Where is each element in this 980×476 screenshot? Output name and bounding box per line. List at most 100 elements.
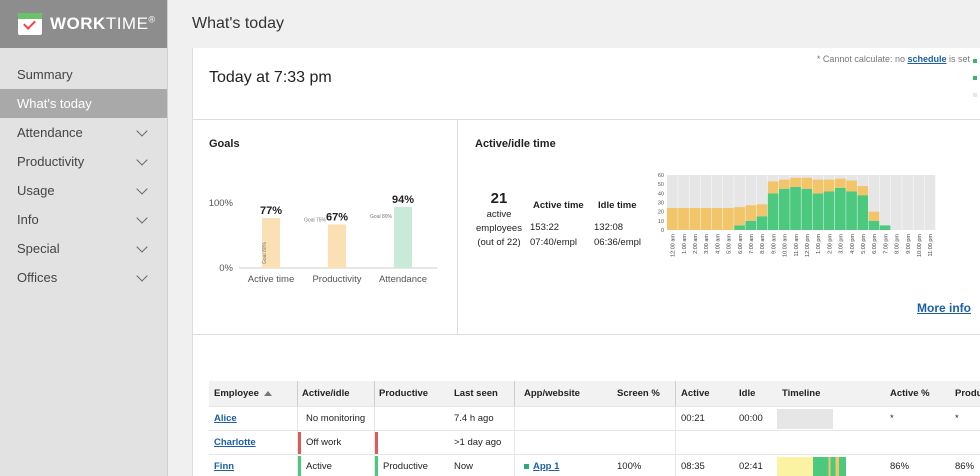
chart-x-tick: 7:00 pm: [883, 234, 889, 254]
table-row[interactable]: Finn Active Productive Now App 1 100% 08:35 02:…: [209, 455, 980, 476]
chart-y-tick: 10: [658, 219, 664, 225]
chart-x-tick: 12:00 am: [671, 234, 677, 257]
cell-employee[interactable]: Alice: [214, 413, 237, 424]
sidebar-item-special[interactable]: Special: [0, 234, 167, 263]
column-header[interactable]: Timeline: [777, 381, 820, 406]
cell-employee[interactable]: Finn: [214, 461, 235, 472]
timeline-bar: [777, 409, 833, 429]
goals-y-tick: 0%: [219, 263, 233, 274]
chart-bar-active: [879, 225, 891, 230]
sidebar-item-productivity[interactable]: Productivity: [0, 147, 167, 176]
sidebar-item-label: Attendance: [17, 125, 83, 140]
column-header-label: Last seen: [454, 388, 498, 399]
goals-bar-value: 67%: [326, 211, 348, 223]
sidebar-item-summary[interactable]: Summary: [0, 60, 167, 89]
main-panel: Today at 7:33 pm * Cannot calculate: no …: [192, 48, 980, 476]
page-title: What's today: [192, 15, 284, 32]
goals-category-label: Attendance: [379, 274, 427, 285]
sidebar-item-usage[interactable]: Usage: [0, 176, 167, 205]
column-header[interactable]: Productive: [374, 381, 428, 406]
schedule-link[interactable]: schedule: [907, 54, 947, 64]
chart-x-tick: 1:00 pm: [816, 234, 822, 254]
goals-chart: 100% 0% 77% Goal 80% Active time 67%Goal 75% P…: [209, 194, 437, 285]
chart-x-tick: 3:00 am: [704, 234, 710, 254]
chart-y-tick: 50: [658, 182, 664, 188]
productive-indicator: [374, 432, 378, 454]
chart-bar-background: [902, 175, 913, 230]
cell-employee[interactable]: Charlotte: [214, 437, 256, 448]
chart-x-tick: 10:00 pm: [917, 234, 923, 257]
cell-idle: [734, 431, 739, 454]
column-separator: [675, 381, 676, 406]
sidebar-item-offices[interactable]: Offices: [0, 263, 167, 292]
active-employees-count: 21: [490, 190, 508, 207]
column-header-label: Active/idle: [302, 388, 350, 399]
sidebar-item-what-s-today[interactable]: What's today: [0, 89, 167, 118]
chart-x-tick: 11:00 pm: [928, 234, 934, 257]
cell-active: 08:35: [681, 461, 705, 472]
divider: [193, 119, 980, 120]
sidebar-item-attendance[interactable]: Attendance: [0, 118, 167, 147]
table-row[interactable]: Charlotte Off work >1 day ago: [209, 431, 980, 455]
sidebar-item-info[interactable]: Info: [0, 205, 167, 234]
cell-screen: [612, 431, 617, 454]
cell-productive: Productive: [383, 461, 428, 472]
chart-x-tick: 2:00 am: [693, 234, 699, 254]
column-header[interactable]: Active: [676, 381, 710, 406]
cell-idle: 00:00: [739, 413, 763, 424]
sidebar-item-label: What's today: [17, 96, 92, 111]
chart-bar-background: [756, 175, 768, 230]
chart-bar-background: [700, 175, 712, 230]
cell-active-idle: Off work: [306, 437, 342, 448]
column-header[interactable]: Screen %: [612, 381, 660, 406]
column-header-label: Screen %: [617, 388, 660, 399]
chart-bar-active: [790, 186, 801, 230]
chart-y-tick: 20: [658, 210, 664, 216]
column-header[interactable]: Active/idle: [297, 381, 350, 406]
goals-category-label: Active time: [248, 274, 294, 285]
active-idle-chart: 0 10 20 30 40 50 60 12:00 am 1:00 am 2:00 am 3:00 …: [658, 173, 936, 257]
chart-bar-idle: [745, 205, 757, 221]
cell-idle: 02:41: [739, 461, 763, 472]
chart-y-tick: 0: [661, 228, 664, 234]
active-time-per-employee: 07:40/empl: [530, 237, 578, 248]
chart-bar-idle: [868, 211, 880, 221]
table-row[interactable]: Alice No monitoring 7.4 h ago 00:21 00:00 * *: [209, 407, 980, 431]
chart-bar-active: [868, 220, 880, 230]
more-info-link[interactable]: More info: [917, 301, 971, 315]
timeline-bar: [777, 457, 863, 476]
cell-prod: 86%: [955, 461, 975, 472]
cell-app[interactable]: [519, 431, 524, 454]
sort-ascending-icon[interactable]: [263, 391, 272, 396]
chart-bar-active: [812, 193, 824, 230]
goals-goal-label: Goal 80%: [262, 241, 268, 264]
active-time-heading: Active time: [533, 200, 584, 211]
column-header-label: Produ: [955, 388, 980, 399]
column-header[interactable]: Produ: [950, 381, 980, 406]
column-separator: [374, 381, 375, 406]
goals-title: Goals: [209, 138, 240, 150]
column-header[interactable]: Idle: [734, 381, 755, 406]
chart-bar-background: [891, 175, 902, 230]
chart-bar-idle: [823, 179, 835, 192]
column-header[interactable]: Active %: [885, 381, 930, 406]
app-link[interactable]: App 1: [533, 461, 560, 472]
chart-bar-idle: [835, 178, 846, 188]
sidebar: WORKTIME® Summary What's today Attendance P…: [0, 0, 168, 476]
chart-bar-idle: [689, 208, 701, 230]
column-header[interactable]: Employee: [209, 381, 272, 406]
chart-y-tick: 60: [658, 173, 664, 179]
column-header[interactable]: Last seen: [449, 381, 498, 406]
cell-app[interactable]: App 1: [519, 455, 559, 476]
goals-bar: [328, 224, 346, 268]
cell-app[interactable]: [519, 407, 524, 430]
app-logo[interactable]: WORKTIME®: [0, 0, 167, 48]
active-employees-line3: (out of 22): [477, 237, 521, 248]
column-header[interactable]: App/website: [519, 381, 580, 406]
chart-y-tick: 40: [658, 191, 664, 197]
cell-screen: [612, 407, 617, 430]
cell-active-idle: No monitoring: [306, 413, 366, 424]
chart-bar-background: [667, 175, 678, 230]
chart-bar-idle: [756, 204, 768, 217]
cell-active-idle: Active: [306, 461, 332, 472]
